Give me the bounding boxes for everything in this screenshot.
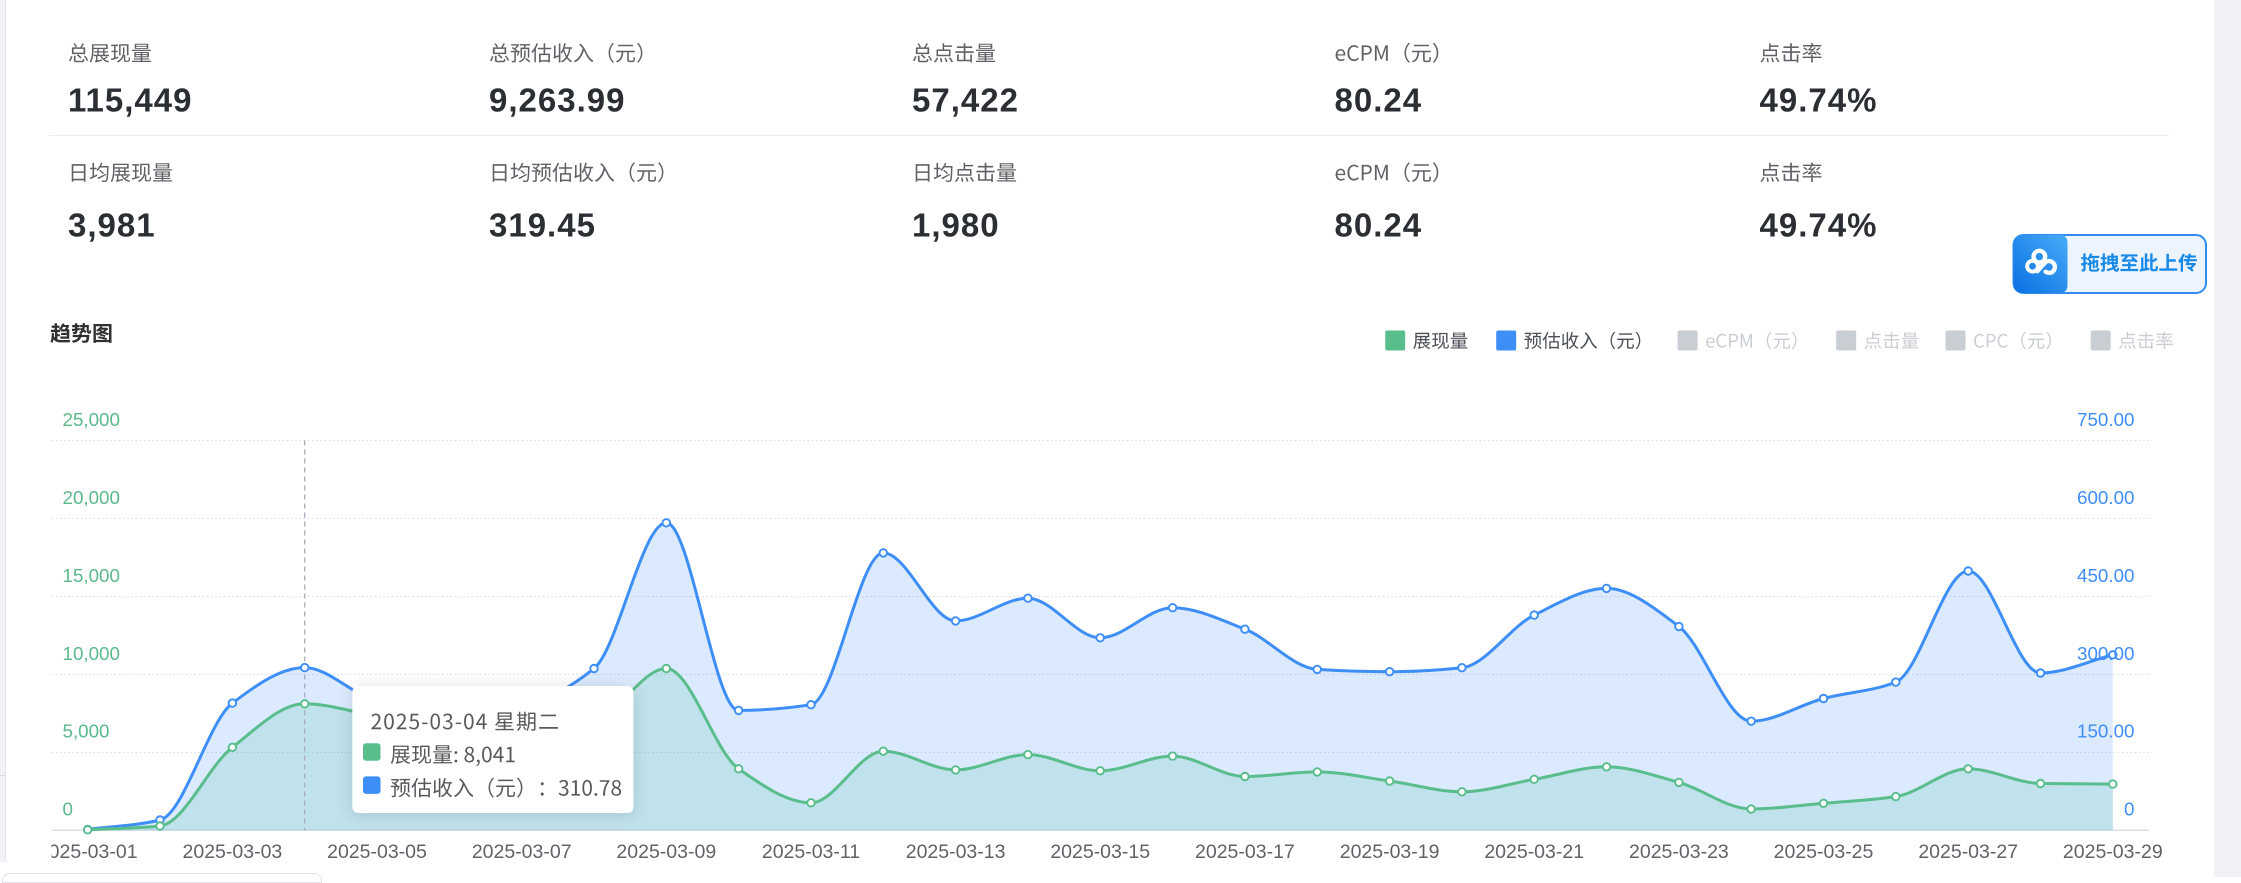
svg-text:300.00: 300.00 (2077, 643, 2134, 664)
svg-text:2025-03-23: 2025-03-23 (1629, 841, 1729, 863)
svg-text:450.00: 450.00 (2077, 565, 2134, 586)
svg-text:319.45: 319.45 (489, 207, 596, 244)
svg-text:2025-03-09: 2025-03-09 (616, 841, 716, 863)
svg-text:2025-03-07: 2025-03-07 (472, 841, 572, 863)
svg-text:3,981: 3,981 (68, 207, 156, 244)
svg-text:25,000: 25,000 (63, 409, 120, 430)
svg-text:57,422: 57,422 (912, 81, 1019, 118)
svg-text:9,263.99: 9,263.99 (489, 81, 625, 118)
svg-text:115,449: 115,449 (68, 81, 192, 118)
svg-text:15,000: 15,000 (63, 565, 120, 586)
svg-text:2025-03-25: 2025-03-25 (1774, 841, 1874, 863)
svg-text:2025-03-03: 2025-03-03 (183, 841, 283, 863)
svg-text:80.24: 80.24 (1335, 207, 1423, 244)
svg-text:2025-03-29: 2025-03-29 (2063, 841, 2163, 863)
svg-text:49.74%: 49.74% (1760, 207, 1878, 244)
svg-text:2025-03-01: 2025-03-01 (38, 841, 138, 863)
svg-text:2025-03-21: 2025-03-21 (1484, 841, 1584, 863)
svg-text:2025-03-11: 2025-03-11 (762, 841, 860, 863)
svg-text:2025-03-05: 2025-03-05 (327, 841, 427, 863)
svg-text:2025-03-15: 2025-03-15 (1050, 841, 1150, 863)
svg-text:0: 0 (2124, 798, 2134, 819)
svg-text:10,000: 10,000 (63, 643, 120, 664)
svg-text:20,000: 20,000 (63, 487, 120, 508)
svg-text:2025-03-17: 2025-03-17 (1195, 841, 1295, 863)
svg-text:49.74%: 49.74% (1760, 81, 1878, 118)
svg-text:750.00: 750.00 (2077, 409, 2134, 430)
svg-text:2025-03-19: 2025-03-19 (1340, 841, 1440, 863)
svg-text:5,000: 5,000 (63, 721, 110, 742)
svg-text:150.00: 150.00 (2077, 721, 2134, 742)
svg-text:600.00: 600.00 (2077, 487, 2134, 508)
svg-text:80.24: 80.24 (1335, 81, 1423, 118)
svg-text:1,980: 1,980 (912, 207, 1000, 244)
svg-text:2025-03-13: 2025-03-13 (906, 841, 1006, 863)
svg-text:2025-03-27: 2025-03-27 (1918, 841, 2018, 863)
svg-text:0: 0 (63, 798, 73, 819)
